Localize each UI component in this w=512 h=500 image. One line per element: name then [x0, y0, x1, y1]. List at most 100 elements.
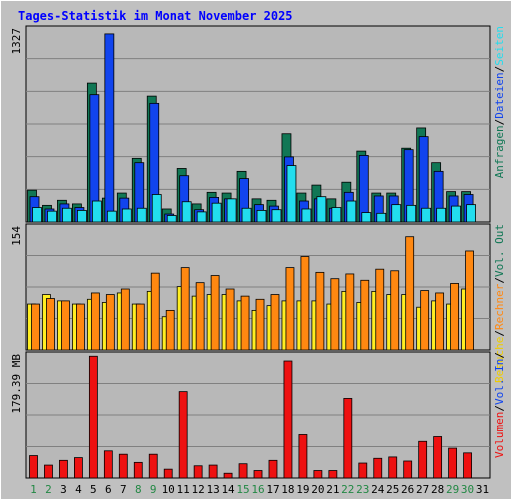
legends: Anfragen/Dateien/SeitenBesuche/Rechner/V… — [493, 26, 506, 458]
hits-bar-seiten-day-25 — [391, 204, 402, 223]
visits-bar-rechner-day-21 — [330, 278, 340, 351]
visits-bar-rechner-day-27 — [420, 290, 430, 351]
volume-bar-volumen-day-7 — [118, 453, 128, 479]
volume-bar-volumen-day-10 — [163, 468, 173, 479]
day-label-16: 16 — [251, 483, 264, 496]
visits-bar-rechner-day-26 — [405, 236, 415, 351]
hits-bar-seiten-day-12 — [196, 211, 207, 223]
volume-legend-item-3: / — [493, 352, 506, 359]
hits-bar-seiten-day-6 — [106, 210, 117, 223]
hits-bar-seiten-day-9 — [151, 194, 162, 223]
hits-legend-item-3: / — [493, 66, 506, 73]
day-label-19: 19 — [296, 483, 309, 496]
hits-bar-seiten-day-3 — [62, 207, 72, 223]
volume-bar-volumen-day-8 — [133, 461, 143, 479]
hits-legend-item-0: Anfragen — [493, 125, 506, 178]
hits-bar-seiten-day-10 — [166, 215, 177, 223]
volume-bar-volumen-day-13 — [208, 464, 218, 479]
visits-bar-rechner-day-3 — [61, 300, 70, 351]
day-label-24: 24 — [371, 483, 385, 496]
day-label-6: 6 — [105, 483, 112, 496]
day-label-21: 21 — [326, 483, 339, 496]
volume-bar-volumen-day-6 — [103, 450, 113, 479]
hits-bar-seiten-day-27 — [421, 207, 432, 223]
volume-bar-volumen-day-26 — [403, 460, 413, 479]
hits-ymax-label: 1327 — [10, 28, 23, 55]
volume-bar-volumen-day-24 — [373, 457, 383, 479]
hits-bar-seiten-day-19 — [301, 208, 312, 223]
day-label-18: 18 — [281, 483, 294, 496]
volume-bar-volumen-day-5 — [88, 355, 98, 479]
volume-legend: Volumen/Vol. In/ — [493, 352, 506, 458]
volume-bar-volumen-day-2 — [44, 464, 53, 479]
visits-bar-rechner-day-6 — [105, 294, 115, 351]
volume-legend-item-0: Volumen — [493, 412, 506, 458]
hits-bar-seiten-day-20 — [316, 196, 327, 223]
hits-bar-seiten-day-4 — [77, 210, 87, 223]
visits-bar-rechner-day-5 — [90, 292, 100, 351]
volume-bar-volumen-day-29 — [448, 447, 457, 479]
visits-bar-rechner-day-22 — [345, 273, 355, 351]
hits-bar-seiten-day-1 — [32, 207, 42, 223]
visits-bar-rechner-day-17 — [270, 294, 280, 351]
visits-bar-rechner-day-4 — [76, 303, 85, 351]
volume-bar-volumen-day-27 — [418, 440, 428, 479]
visits-legend-item-1: / — [493, 330, 506, 337]
volume-bar-volumen-day-9 — [148, 453, 158, 479]
day-label-12: 12 — [192, 483, 205, 496]
day-label-9: 9 — [150, 483, 157, 496]
hits-bar-seiten-day-11 — [181, 201, 192, 223]
visits-bar-rechner-day-12 — [195, 282, 205, 351]
hits-bar-seiten-day-22 — [346, 200, 357, 223]
hits-bar-seiten-day-23 — [361, 212, 372, 223]
volume-bar-volumen-day-21 — [328, 470, 338, 479]
hits-bar-seiten-day-29 — [451, 205, 461, 223]
day-label-23: 23 — [356, 483, 369, 496]
day-label-29: 29 — [446, 483, 459, 496]
volume-bar-volumen-day-30 — [463, 452, 472, 479]
hits-bar-seiten-day-21 — [331, 207, 342, 223]
hits-bar-seiten-day-13 — [211, 202, 222, 223]
visits-legend-item-3: / — [493, 277, 506, 284]
visits-bar-rechner-day-1 — [31, 303, 40, 351]
volume-bar-volumen-day-18 — [283, 360, 293, 479]
visits-legend-item-2: Rechner — [493, 283, 506, 330]
volume-bar-volumen-day-14 — [223, 472, 233, 479]
visits-bar-rechner-day-14 — [225, 288, 235, 351]
chart-panels: 1327 154 179.39 MB — [10, 25, 491, 479]
visits-legend: Besuche/Rechner/Vol. Out — [493, 224, 506, 383]
hits-bar-seiten-day-17 — [271, 209, 282, 223]
visits-bar-rechner-day-30 — [465, 250, 474, 351]
hits-bar-seiten-day-2 — [47, 210, 57, 223]
visits-bar-rechner-day-11 — [180, 267, 190, 351]
visits-legend-item-0: Besuche — [493, 337, 506, 383]
volume-bar-volumen-day-19 — [298, 434, 308, 479]
hits-bar-seiten-day-14 — [226, 198, 237, 223]
hits-bar-seiten-day-16 — [256, 210, 267, 223]
visits-bar-rechner-day-2 — [46, 298, 55, 351]
day-label-11: 11 — [177, 483, 190, 496]
visits-legend-item-4: Vol. Out — [493, 224, 506, 277]
hits-bar-seiten-day-5 — [91, 200, 102, 223]
hits-legend-item-4: Seiten — [493, 26, 506, 66]
day-label-20: 20 — [311, 483, 324, 496]
hits-bar-seiten-day-26 — [406, 204, 417, 223]
day-label-30: 30 — [461, 483, 474, 496]
hits-legend-item-1: / — [493, 119, 506, 126]
visits-bar-rechner-day-8 — [135, 303, 145, 351]
day-label-15: 15 — [236, 483, 249, 496]
chart-title: Tages-Statistik im Monat November 2025 — [18, 9, 293, 23]
day-label-17: 17 — [266, 483, 279, 496]
day-label-14: 14 — [221, 483, 235, 496]
hits-legend: Anfragen/Dateien/Seiten — [493, 26, 506, 178]
visits-bar-rechner-day-16 — [255, 298, 265, 351]
visits-bar-rechner-day-9 — [150, 272, 160, 351]
volume-legend-item-1: / — [493, 405, 506, 412]
volume-bar-volumen-day-23 — [358, 462, 368, 479]
day-label-8: 8 — [135, 483, 142, 496]
day-label-22: 22 — [341, 483, 354, 496]
visits-bar-rechner-day-7 — [120, 288, 130, 351]
visits-bar-rechner-day-25 — [390, 270, 400, 351]
volume-bar-volumen-day-4 — [74, 457, 83, 479]
